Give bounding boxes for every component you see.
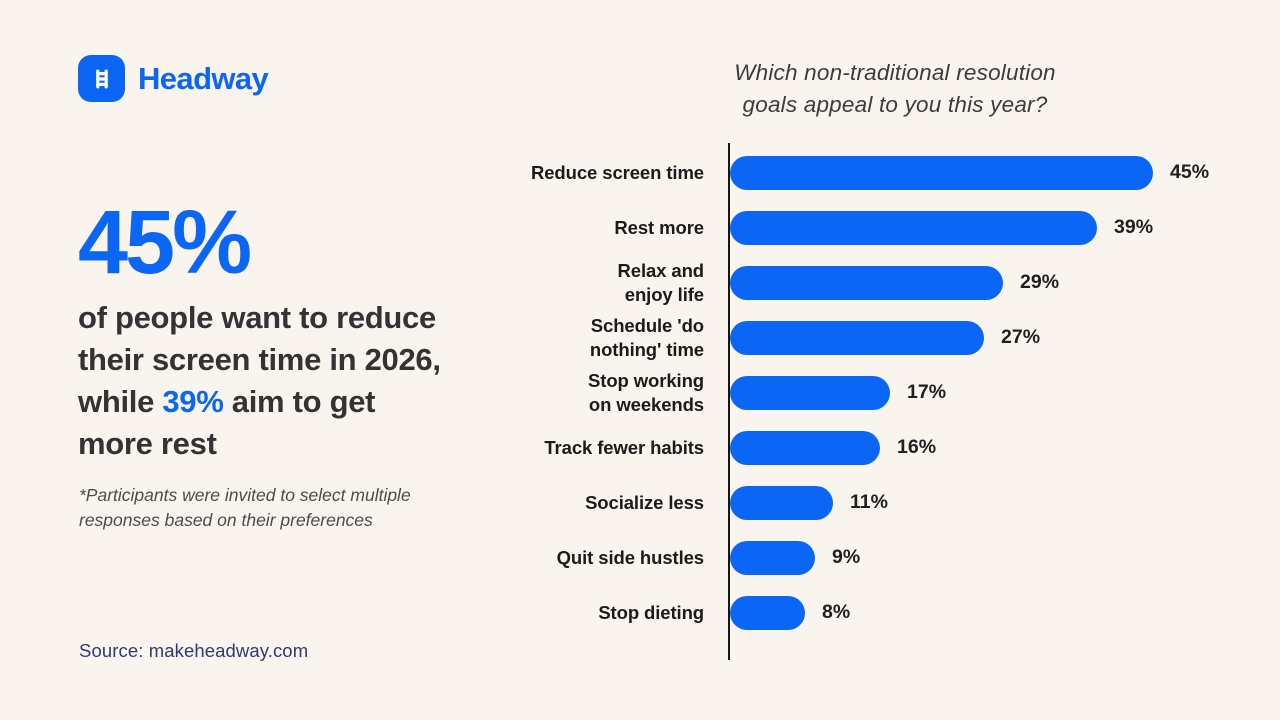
bar-category-label: Schedule 'do nothing' time	[589, 315, 704, 360]
chart-row: Track fewer habits 16%	[520, 420, 1260, 475]
chart-row: Rest more 39%	[520, 200, 1260, 255]
chart-row: Socialize less 11%	[520, 475, 1260, 530]
bar-category-label: Rest more	[614, 216, 704, 238]
chart-row: Stop working on weekends 17%	[520, 365, 1260, 420]
bar	[730, 595, 805, 630]
bar-chart: Reduce screen time 45% Rest more 39% Relax a…	[520, 140, 1260, 670]
bar-value-label: 8%	[822, 601, 851, 623]
axis-line	[728, 143, 730, 660]
bar-value-label: 27%	[1001, 326, 1041, 348]
bar-category-label: Quit side hustles	[556, 546, 704, 568]
brand-name: Headway	[138, 60, 269, 96]
bar	[730, 210, 1097, 245]
bar-category-label: Reduce screen time	[530, 161, 704, 183]
source-credit: Source: makeheadway.com	[79, 640, 309, 661]
bar-value-label: 9%	[832, 546, 861, 568]
bar	[730, 485, 833, 520]
stat-description-prefix: of people want to reduce their screen ti…	[78, 300, 441, 420]
bar-category-label: Stop dieting	[598, 601, 704, 623]
ladder-icon	[88, 65, 116, 93]
stat-description-suffix: aim to get more rest	[78, 384, 376, 462]
chart-row: Quit side hustles 9%	[520, 530, 1260, 585]
bar	[730, 320, 984, 355]
bar-value-label: 17%	[907, 381, 947, 403]
bar	[730, 430, 880, 465]
chart-title: Which non-traditional resolution goals a…	[734, 60, 1056, 118]
bar	[730, 265, 1003, 300]
bar-value-label: 39%	[1114, 216, 1154, 238]
stat-description-highlight: 39%	[162, 384, 224, 420]
bar	[730, 155, 1153, 190]
bar-category-label: Relax and enjoy life	[617, 260, 705, 305]
bar-category-label: Track fewer habits	[544, 436, 704, 458]
bar-value-label: 16%	[897, 436, 937, 458]
bar-value-label: 29%	[1020, 271, 1060, 293]
bar	[730, 540, 815, 575]
headway-logo: Headway	[78, 55, 269, 102]
stat-big-number: 45%	[78, 193, 252, 293]
stat-description: of people want to reduce their screen ti…	[78, 297, 546, 466]
bar-category-label: Socialize less	[585, 491, 704, 513]
bar-value-label: 11%	[850, 491, 888, 513]
bar-value-label: 45%	[1170, 161, 1210, 183]
footnote: *Participants were invited to select mul…	[79, 485, 411, 531]
chart-rows: Reduce screen time 45% Rest more 39% Relax a…	[520, 145, 1260, 640]
chart-row: Reduce screen time 45%	[520, 145, 1260, 200]
chart-row: Schedule 'do nothing' time 27%	[520, 310, 1260, 365]
logo-badge	[78, 55, 125, 102]
chart-row: Stop dieting 8%	[520, 585, 1260, 640]
bar-category-label: Stop working on weekends	[588, 370, 704, 415]
bar	[730, 375, 890, 410]
chart-row: Relax and enjoy life 29%	[520, 255, 1260, 310]
